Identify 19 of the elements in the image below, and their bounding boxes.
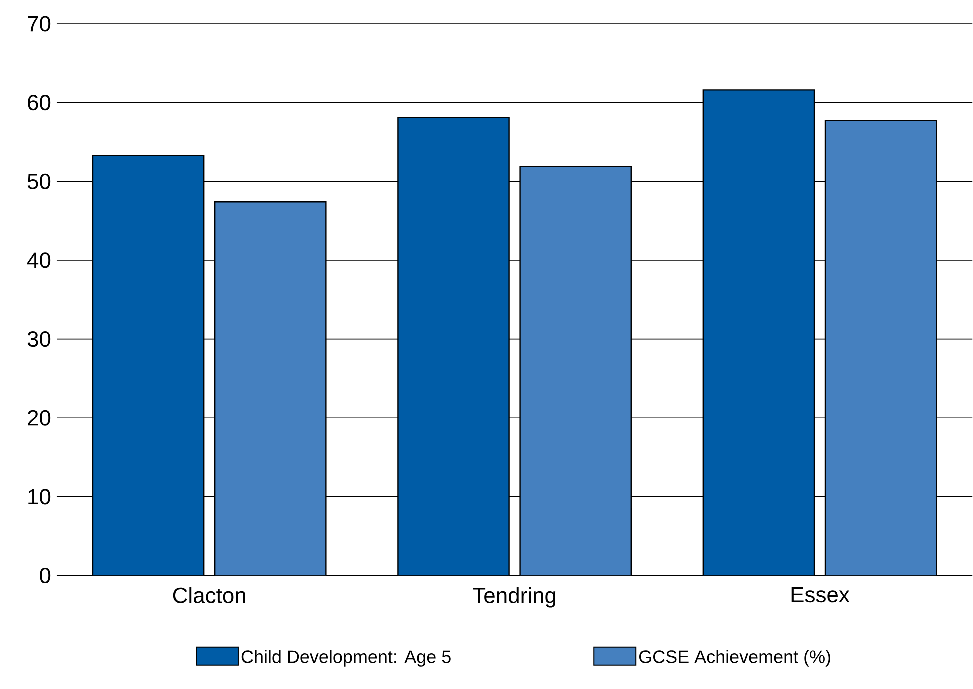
y-tick-label: 0 bbox=[40, 568, 51, 584]
bar bbox=[824, 120, 938, 576]
y-tick-label: 70 bbox=[28, 16, 51, 32]
x-tick-label: Tendring bbox=[473, 587, 556, 608]
bar bbox=[398, 117, 510, 576]
y-tick-label: 30 bbox=[28, 332, 51, 348]
legend-label: Child Development: Age 5 bbox=[242, 650, 451, 668]
legend-label: GCSE Achievement (%) bbox=[640, 650, 830, 668]
y-tick-label: 60 bbox=[28, 95, 51, 111]
bar bbox=[702, 90, 816, 576]
y-tick-label: 40 bbox=[27, 252, 51, 268]
y-tick-label: 20 bbox=[28, 410, 51, 426]
y-tick-label: 50 bbox=[28, 174, 51, 190]
bar bbox=[214, 202, 327, 576]
y-tick-label: 10 bbox=[28, 489, 51, 505]
bar bbox=[92, 155, 205, 576]
x-tick-label: Essex bbox=[792, 587, 850, 603]
x-tick-label: Clacton bbox=[173, 587, 246, 604]
bar bbox=[520, 166, 632, 576]
